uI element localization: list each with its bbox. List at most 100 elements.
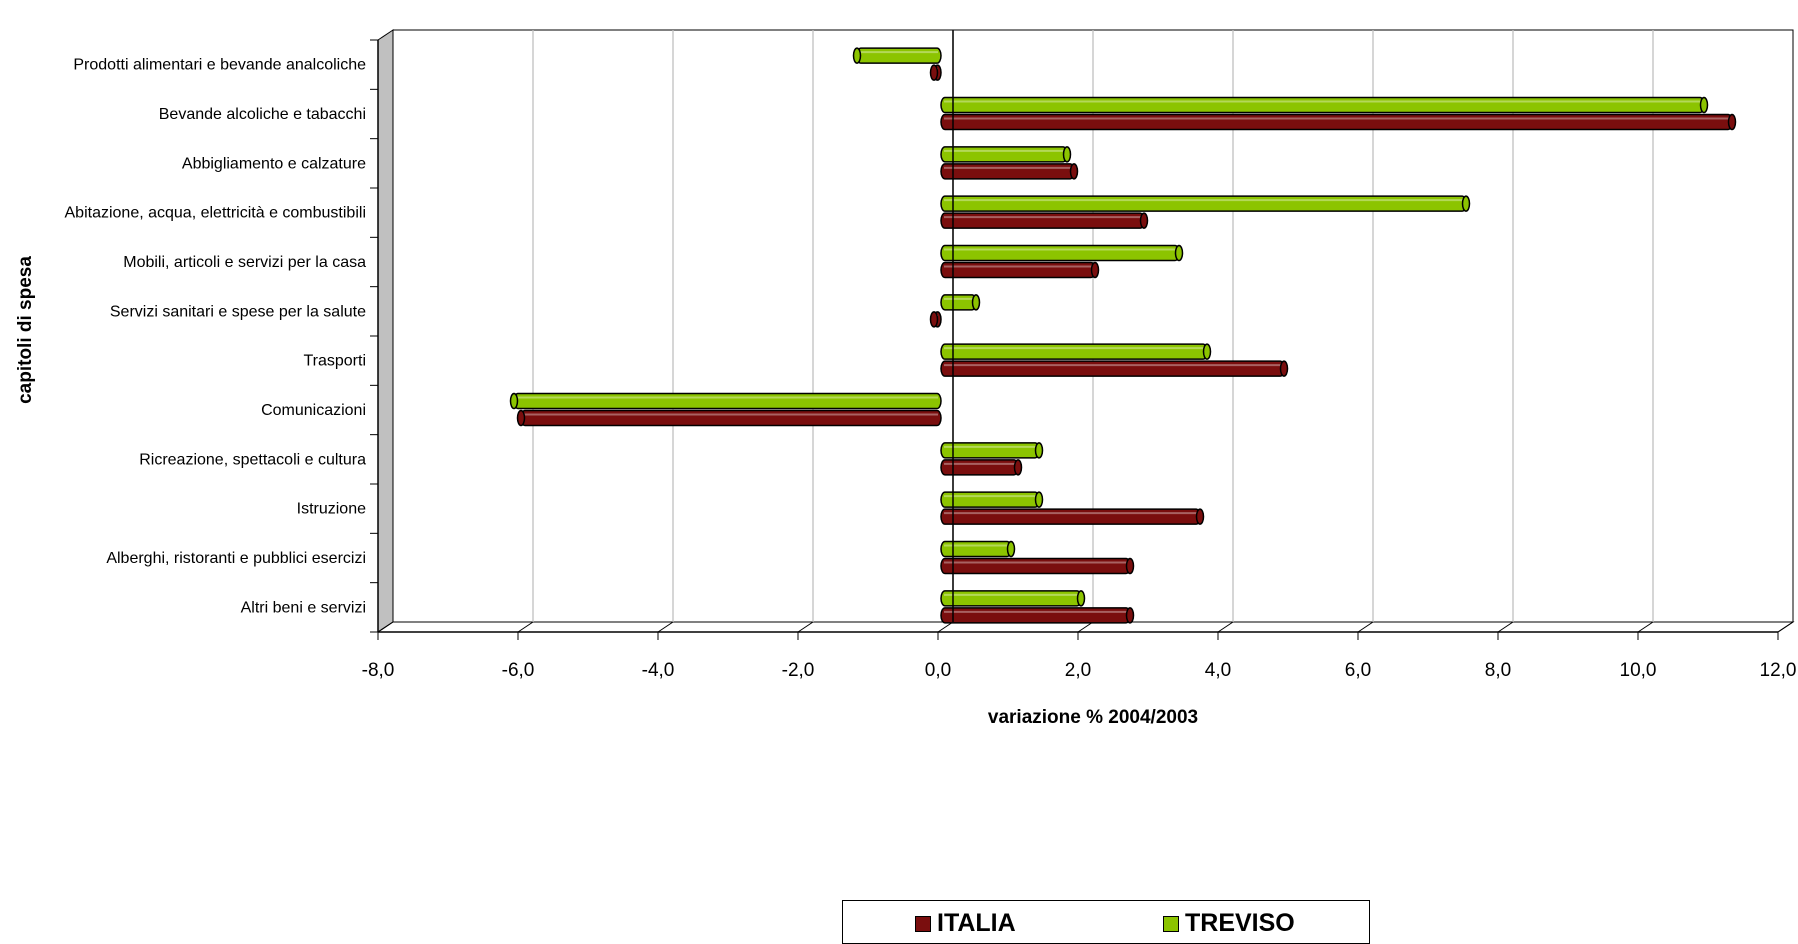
category-label: Abbigliamento e calzature <box>182 155 366 172</box>
bar-cap <box>929 64 939 81</box>
x-tick-label: 4,0 <box>1205 660 1231 681</box>
category-label: Altri beni e servizi <box>241 599 366 616</box>
floor-tick <box>377 621 394 633</box>
bar-italia <box>940 360 1289 377</box>
bar-treviso <box>940 195 1471 212</box>
bar-body <box>940 540 1012 558</box>
bar-body <box>940 607 1131 624</box>
y-axis-title: capitoli di spesa <box>15 256 36 404</box>
bar-body <box>940 212 1145 229</box>
bar-cap <box>1090 261 1100 279</box>
bar-body <box>856 47 942 64</box>
bar-body <box>940 442 1040 459</box>
bar-body <box>520 409 942 427</box>
bar-treviso <box>940 96 1709 114</box>
legend-item-treviso: TREVISO <box>1163 909 1295 938</box>
bar-italia <box>940 508 1205 525</box>
bar-cap <box>1034 442 1044 459</box>
bar-body <box>940 360 1285 377</box>
bar-cap <box>1202 343 1212 360</box>
bar-body <box>940 508 1201 525</box>
bar-treviso <box>940 442 1044 459</box>
bar-body <box>940 343 1208 360</box>
legend-label-italia: ITALIA <box>937 909 1016 937</box>
bar-body <box>940 146 1068 163</box>
floor-tick <box>937 621 954 633</box>
legend-swatch-italia <box>915 915 931 932</box>
legend-item-italia: ITALIA <box>915 909 1016 938</box>
category-label: Ricreazione, spettacoli e cultura <box>139 451 366 468</box>
bar-cap <box>1461 195 1471 212</box>
x-tick-label: -4,0 <box>642 660 675 681</box>
bar-cap <box>1727 113 1737 131</box>
bar-cap <box>1174 244 1184 262</box>
x-tick-label: -8,0 <box>362 660 395 681</box>
category-label: Comunicazioni <box>261 402 366 419</box>
category-label: Alberghi, ristoranti e pubblici esercizi <box>106 550 366 567</box>
category-label: Prodotti alimentari e bevande analcolich… <box>73 57 366 74</box>
bar-treviso <box>940 146 1072 163</box>
x-tick-label: 8,0 <box>1485 660 1511 681</box>
x-tick-label: 2,0 <box>1065 660 1091 681</box>
bar-cap <box>1034 491 1044 508</box>
bar-italia <box>516 409 942 427</box>
bar-body <box>940 261 1096 279</box>
bar-body <box>940 294 977 311</box>
bar-cap <box>1279 360 1289 377</box>
bar-italia <box>940 459 1023 476</box>
floor-tick <box>1777 621 1794 633</box>
bar-treviso <box>509 392 942 410</box>
bar-italia <box>940 557 1135 575</box>
labels: -8,0 -6,0 -4,0 -2,0 0,0 2,0 4,0 6,0 8,0 10,0 12,0 P… <box>65 57 1797 681</box>
bar-cap <box>1006 540 1016 558</box>
bars <box>509 47 1737 624</box>
bar-cap <box>971 294 981 311</box>
bar-cap <box>1013 459 1023 476</box>
bar-body <box>513 392 942 410</box>
floor-tick <box>517 621 534 633</box>
bar-cap <box>1699 96 1709 114</box>
bar-body <box>940 244 1180 262</box>
category-label: Bevande alcoliche e tabacchi <box>159 106 366 123</box>
bar-body <box>940 163 1075 180</box>
floor-tick <box>1357 621 1374 633</box>
bar-treviso <box>940 343 1212 360</box>
bar-italia <box>940 163 1079 180</box>
legend: ITALIA TREVISO <box>842 900 1370 944</box>
floor-tick <box>657 621 674 633</box>
bar-cap <box>509 392 519 410</box>
category-label: Servizi sanitari e spese per la salute <box>110 303 366 320</box>
bar-treviso <box>940 244 1184 262</box>
legend-label-treviso: TREVISO <box>1185 909 1295 937</box>
category-label: Abitazione, acqua, elettricità e combust… <box>65 205 367 222</box>
legend-swatch-treviso <box>1163 915 1179 932</box>
category-label: Istruzione <box>297 501 366 518</box>
floor-tick <box>1217 621 1234 633</box>
bar-cap <box>1125 557 1135 575</box>
floor-tick <box>1497 621 1514 633</box>
x-tick-label: 12,0 <box>1760 660 1797 681</box>
x-tick-label: -6,0 <box>502 660 535 681</box>
floor-tick <box>797 621 814 633</box>
bar-cap <box>1076 590 1086 607</box>
bar-body <box>940 96 1705 114</box>
bar-italia <box>929 64 942 81</box>
category-label: Trasporti <box>303 353 366 370</box>
x-tick-label: 10,0 <box>1620 660 1657 681</box>
axes <box>370 30 1779 640</box>
bar-treviso <box>940 590 1086 607</box>
x-tick-label: -2,0 <box>782 660 815 681</box>
bar-body <box>940 590 1082 607</box>
bar-treviso <box>852 47 942 64</box>
bar-italia <box>940 607 1135 624</box>
bar-treviso <box>940 491 1044 508</box>
bar-treviso <box>940 294 981 311</box>
x-tick-label: 0,0 <box>925 660 951 681</box>
bar-cap <box>1139 212 1149 229</box>
floor-tick <box>1077 621 1094 633</box>
bar-body <box>940 113 1733 131</box>
bar-italia <box>940 261 1100 279</box>
category-label: Mobili, articoli e servizi per la casa <box>123 254 366 271</box>
bar-cap <box>1125 607 1135 624</box>
